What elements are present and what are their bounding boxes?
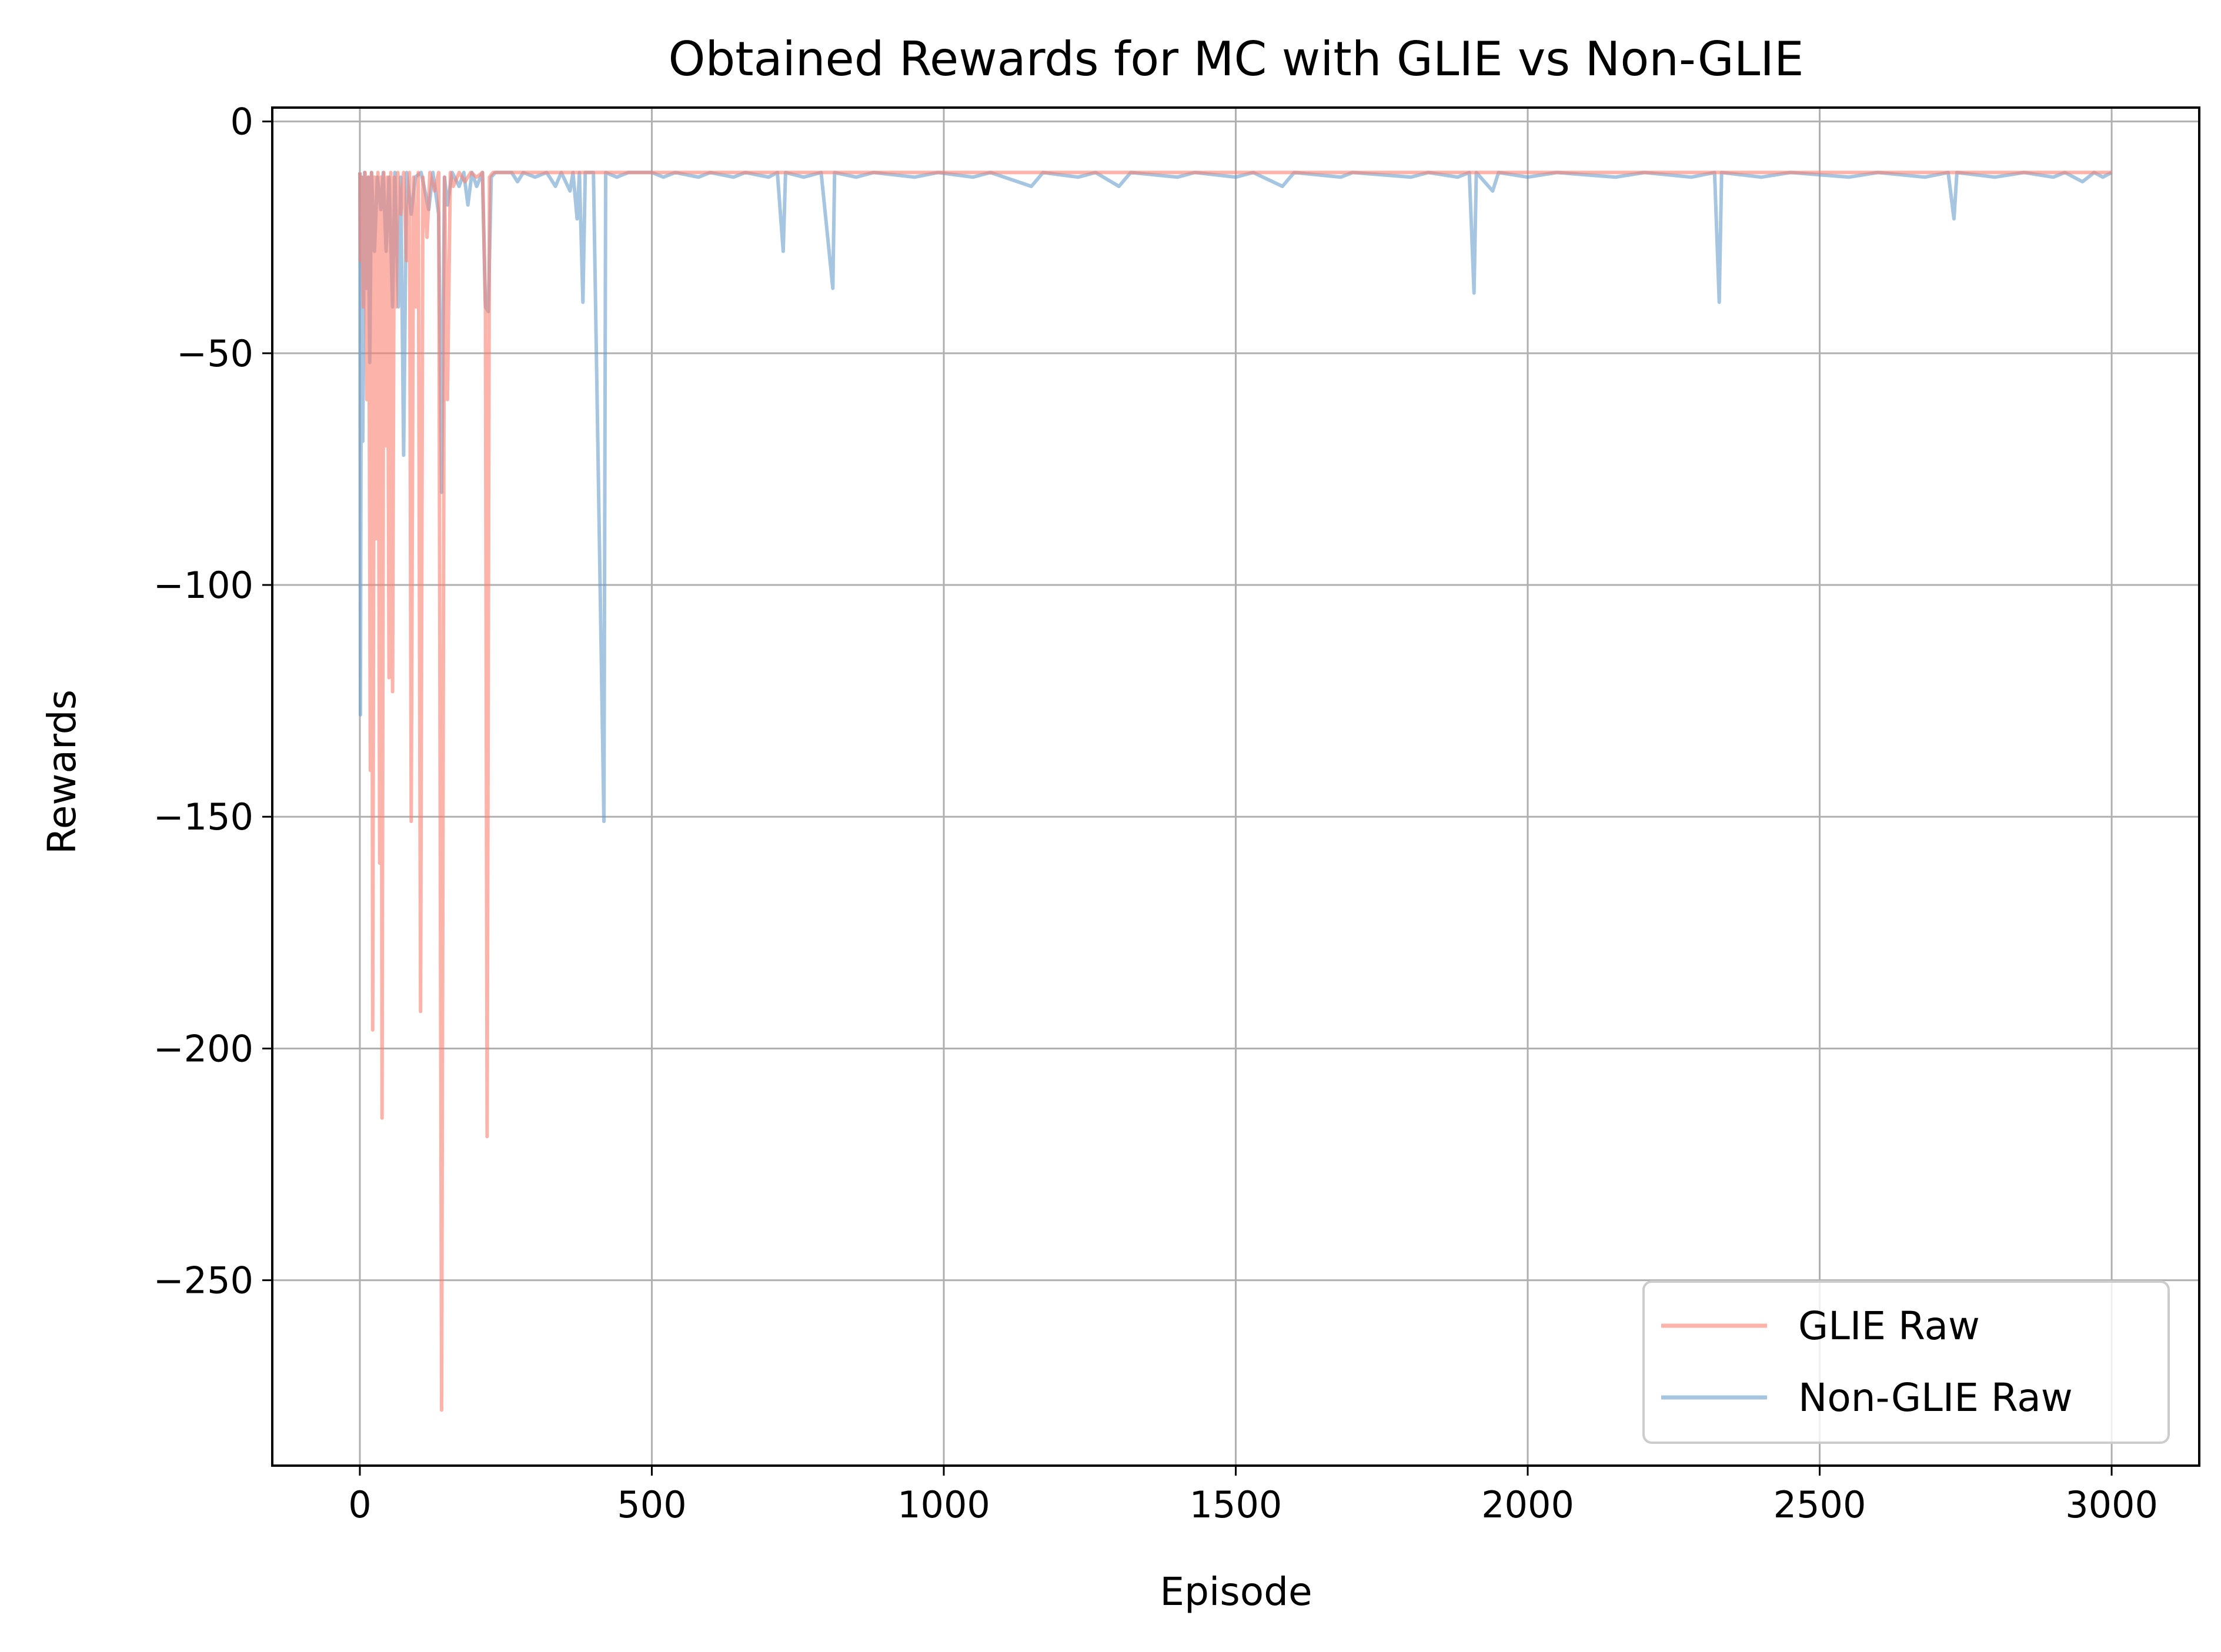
x-axis-label: Episode <box>1160 1569 1312 1614</box>
legend-label-non-glie: Non-GLIE Raw <box>1798 1375 2073 1420</box>
x-tick-label: 2500 <box>1774 1483 1866 1526</box>
grid <box>272 108 2199 1466</box>
x-tick-label: 2000 <box>1481 1483 1574 1526</box>
y-tick-label: 0 <box>231 101 253 143</box>
y-axis-label: Rewards <box>39 690 85 854</box>
chart-title: Obtained Rewards for MC with GLIE vs Non… <box>668 32 1803 86</box>
y-tick-label: −250 <box>153 1259 253 1302</box>
series-line-glie <box>358 170 2112 1412</box>
legend-box <box>1642 1280 2170 1444</box>
y-tick-label: −150 <box>153 795 253 838</box>
legend-label-glie: GLIE Raw <box>1798 1303 1980 1349</box>
x-tick-label: 500 <box>617 1483 686 1526</box>
y-tick-label: −50 <box>176 332 253 375</box>
series-layer <box>358 170 2113 1412</box>
ticks: 0 500 1000 1500 2000 2500 3000 0 −50 −100 −150 −200… <box>153 101 2158 1526</box>
x-tick-label: 1000 <box>897 1483 990 1526</box>
legend: GLIE Raw Non-GLIE Raw <box>1642 1280 2170 1444</box>
y-tick-label: −200 <box>153 1027 253 1070</box>
y-tick-label: −100 <box>153 564 253 607</box>
x-tick-label: 3000 <box>2065 1483 2158 1526</box>
x-tick-label: 0 <box>348 1483 371 1526</box>
x-tick-label: 1500 <box>1190 1483 1282 1526</box>
